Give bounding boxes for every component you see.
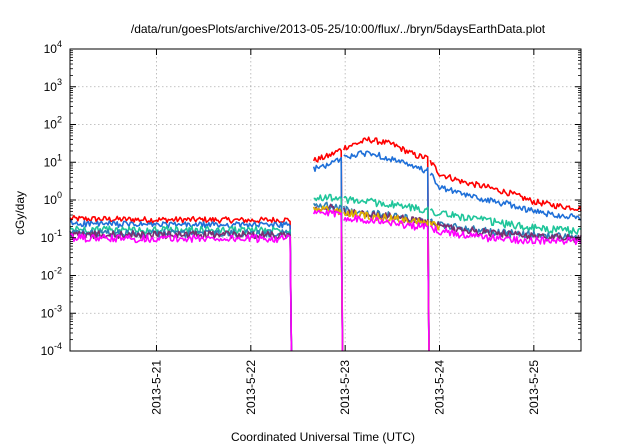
x-axis: 2013-5-21 2013-5-22 2013-5-23 2013-5-24 2013…	[149, 49, 541, 415]
y-tick-label: 104	[44, 39, 62, 56]
y-axis: 10-4 10-3 10-2 10-1 100 101 102 103 104	[41, 39, 581, 358]
y-tick-label: 10-4	[41, 341, 62, 358]
y-tick-label: 101	[44, 152, 62, 169]
series-line-6	[312, 205, 441, 352]
y-tick-label: 10-3	[41, 303, 62, 320]
series-line-2	[69, 150, 582, 352]
x-tick-label: 2013-5-21	[149, 360, 163, 415]
y-tick-label: 103	[44, 77, 62, 94]
chart-title: /data/run/goesPlots/archive/2013-05-25/1…	[131, 22, 546, 36]
x-tick-label: 2013-5-23	[338, 360, 352, 415]
series-line-1	[69, 136, 582, 352]
series-layer	[69, 136, 582, 352]
x-tick-label: 2013-5-25	[527, 360, 541, 415]
y-tick-label: 10-1	[41, 228, 62, 245]
x-axis-label: Coordinated Universal Time (UTC)	[231, 430, 415, 444]
grid	[70, 49, 581, 351]
x-tick-label: 2013-5-22	[244, 360, 258, 415]
series-line-3	[69, 193, 582, 352]
y-axis-label: cGy/day	[13, 191, 27, 235]
x-tick-label: 2013-5-24	[432, 360, 446, 415]
y-tick-label: 100	[44, 190, 62, 207]
series-line-7	[69, 209, 582, 352]
y-tick-label: 102	[44, 115, 62, 132]
y-tick-label: 10-2	[41, 266, 62, 283]
